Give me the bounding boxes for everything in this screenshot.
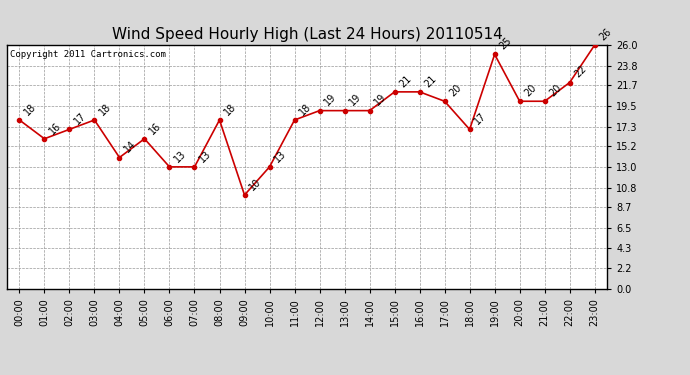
Text: 18: 18 xyxy=(222,102,238,117)
Text: 19: 19 xyxy=(373,92,388,108)
Text: 22: 22 xyxy=(573,64,589,80)
Title: Wind Speed Hourly High (Last 24 Hours) 20110514: Wind Speed Hourly High (Last 24 Hours) 2… xyxy=(112,27,502,42)
Text: 17: 17 xyxy=(72,111,88,127)
Text: 19: 19 xyxy=(347,92,363,108)
Text: 14: 14 xyxy=(122,139,138,155)
Text: 21: 21 xyxy=(422,73,438,89)
Text: 21: 21 xyxy=(397,73,413,89)
Text: 20: 20 xyxy=(547,82,563,99)
Text: 19: 19 xyxy=(322,92,338,108)
Text: 16: 16 xyxy=(147,120,163,136)
Text: Copyright 2011 Cartronics.com: Copyright 2011 Cartronics.com xyxy=(10,50,166,59)
Text: 10: 10 xyxy=(247,177,263,192)
Text: 18: 18 xyxy=(297,102,313,117)
Text: 20: 20 xyxy=(447,82,463,99)
Text: 18: 18 xyxy=(97,102,113,117)
Text: 26: 26 xyxy=(598,26,613,42)
Text: 20: 20 xyxy=(522,82,538,99)
Text: 17: 17 xyxy=(473,111,489,127)
Text: 13: 13 xyxy=(197,148,213,164)
Text: 13: 13 xyxy=(172,148,188,164)
Text: 13: 13 xyxy=(273,148,288,164)
Text: 16: 16 xyxy=(47,120,63,136)
Text: 18: 18 xyxy=(22,102,38,117)
Text: 25: 25 xyxy=(497,36,513,52)
